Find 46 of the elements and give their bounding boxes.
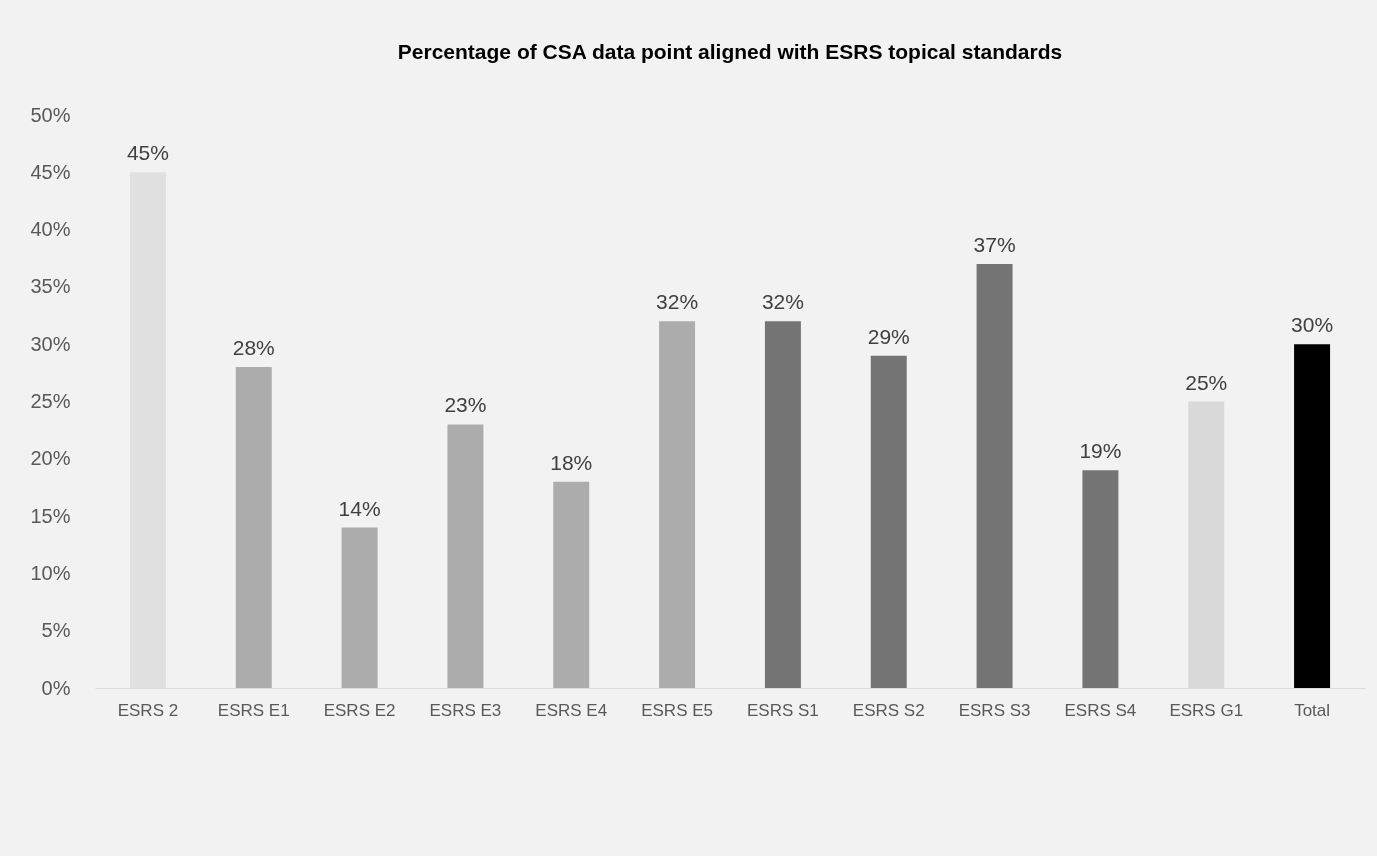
x-tick-label: ESRS S2 (852, 700, 925, 720)
bar (870, 355, 907, 688)
bar (1294, 344, 1331, 688)
x-tick-label: ESRS E5 (641, 700, 713, 720)
x-tick-label: ESRS S3 (958, 700, 1031, 720)
bar (659, 321, 696, 688)
y-tick-label: 5% (41, 619, 71, 642)
data-label: 28% (232, 336, 275, 360)
bar (341, 527, 378, 688)
data-label: 32% (761, 290, 804, 314)
y-tick-label: 50% (30, 103, 71, 126)
bar (1082, 470, 1119, 688)
data-label: 30% (1291, 313, 1334, 337)
data-label: 18% (550, 450, 593, 474)
data-label: 23% (444, 393, 487, 417)
y-tick-label: 0% (41, 676, 71, 699)
y-tick-label: 45% (30, 160, 71, 183)
bar (976, 263, 1013, 688)
x-tick-label: ESRS E2 (323, 700, 396, 720)
bar (553, 481, 590, 688)
data-label: 29% (867, 324, 910, 348)
x-tick-label: ESRS S1 (747, 700, 819, 720)
y-tick-label: 15% (30, 504, 71, 527)
x-tick-label: Total (1294, 700, 1331, 720)
data-label: 14% (338, 496, 381, 520)
data-label: 25% (1185, 370, 1228, 394)
x-tick-label: ESRS 2 (117, 700, 179, 720)
x-tick-label: ESRS S4 (1064, 700, 1137, 720)
x-tick-label: ESRS E1 (217, 700, 290, 720)
data-label: 19% (1079, 439, 1122, 463)
bar (235, 367, 272, 688)
y-tick-label: 35% (30, 275, 71, 298)
data-label: 45% (126, 141, 169, 165)
data-label: 37% (973, 232, 1016, 256)
y-tick-label: 30% (30, 332, 71, 355)
x-tick-label: ESRS G1 (1169, 700, 1244, 720)
bar (764, 321, 801, 688)
y-tick-label: 25% (30, 390, 71, 412)
bar (447, 424, 484, 688)
y-tick-label: 20% (30, 447, 71, 470)
chart-title: Percentage of CSA data point aligned with ESRS topical standards (397, 40, 1063, 63)
data-label: 32% (656, 290, 699, 314)
x-tick-label: ESRS E3 (429, 700, 502, 720)
y-tick-label: 40% (30, 218, 71, 241)
y-tick-label: 10% (30, 561, 71, 584)
x-tick-label: ESRS E4 (535, 700, 608, 720)
